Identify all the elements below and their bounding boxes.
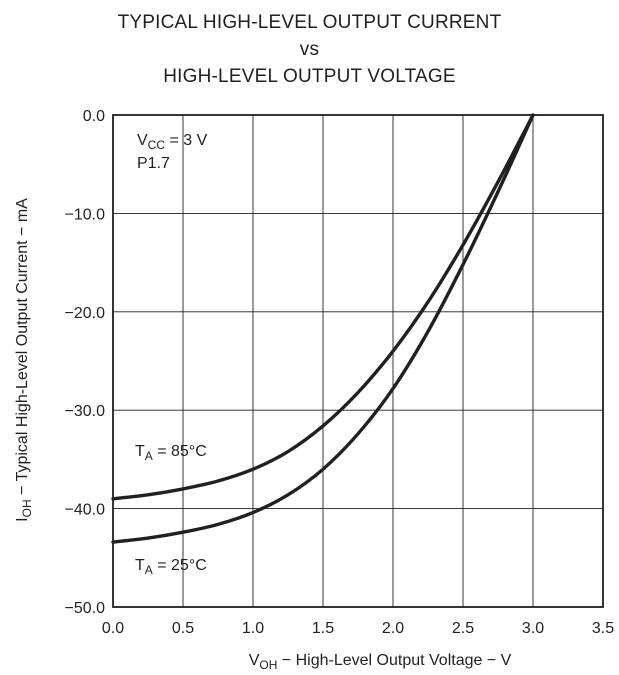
y-tick-label: −40.0 bbox=[65, 502, 106, 519]
series-label-85c: TA = 85°C bbox=[135, 443, 207, 463]
vcc-sub: CC bbox=[148, 138, 166, 152]
chart-title-line-3: HIGH-LEVEL OUTPUT VOLTAGE bbox=[163, 66, 456, 87]
vcc-main: V bbox=[137, 132, 148, 149]
series-line-25c bbox=[111, 113, 535, 544]
x-tick-label: 1.5 bbox=[312, 620, 334, 637]
chart-title-line-1: TYPICAL HIGH-LEVEL OUTPUT CURRENT bbox=[117, 12, 502, 33]
x-tick-labels: 0.0 0.5 1.0 1.5 2.0 2.5 3.0 3.5 bbox=[102, 620, 614, 637]
vcc-rest: = 3 V bbox=[165, 132, 208, 149]
x-axis-label: VOH − High-Level Output Voltage − V bbox=[249, 652, 512, 672]
x-tick-label: 1.0 bbox=[242, 620, 264, 637]
series-label-85c-sub: A bbox=[145, 449, 153, 463]
x-tick-label: 3.5 bbox=[592, 620, 614, 637]
vcc-annotation: VCC = 3 V bbox=[137, 132, 208, 152]
x-tick-label: 2.5 bbox=[452, 620, 474, 637]
series-label-25c-main: T bbox=[135, 557, 145, 574]
series-line-85c bbox=[111, 113, 535, 501]
x-tick-label: 2.0 bbox=[382, 620, 404, 637]
series-label-25c-sub: A bbox=[145, 563, 153, 577]
series-label-25c: TA = 25°C bbox=[135, 557, 207, 577]
plot-frame bbox=[112, 114, 604, 608]
y-tick-label: −10.0 bbox=[65, 206, 106, 223]
y-axis-label: IOH − Typical High-Level Output Current … bbox=[14, 198, 34, 522]
x-tick-label: 0.5 bbox=[172, 620, 194, 637]
curves bbox=[111, 113, 535, 544]
y-axis-label-rest: − Typical High-Level Output Current − mA bbox=[14, 198, 31, 500]
pin-annotation: P1.7 bbox=[137, 155, 170, 172]
y-tick-labels: 0.0 −10.0 −20.0 −30.0 −40.0 −50.0 bbox=[65, 108, 106, 617]
x-tick-label: 3.0 bbox=[522, 620, 544, 637]
y-tick-label: −50.0 bbox=[65, 600, 106, 617]
x-tick-label: 0.0 bbox=[102, 620, 124, 637]
x-axis-label-main: V bbox=[249, 652, 260, 669]
series-label-25c-rest: = 25°C bbox=[153, 557, 207, 574]
y-axis-label-main: I bbox=[14, 517, 31, 521]
y-tick-label: 0.0 bbox=[83, 108, 105, 125]
y-tick-label: −20.0 bbox=[65, 305, 106, 322]
x-axis-label-rest: − High-Level Output Voltage − V bbox=[277, 652, 511, 669]
series-label-85c-rest: = 85°C bbox=[153, 443, 207, 460]
y-axis-label-sub: OH bbox=[20, 499, 34, 517]
series-label-85c-main: T bbox=[135, 443, 145, 460]
chart-title-line-2: vs bbox=[299, 39, 320, 60]
x-axis-label-sub: OH bbox=[259, 658, 277, 672]
y-tick-label: −30.0 bbox=[65, 403, 106, 420]
